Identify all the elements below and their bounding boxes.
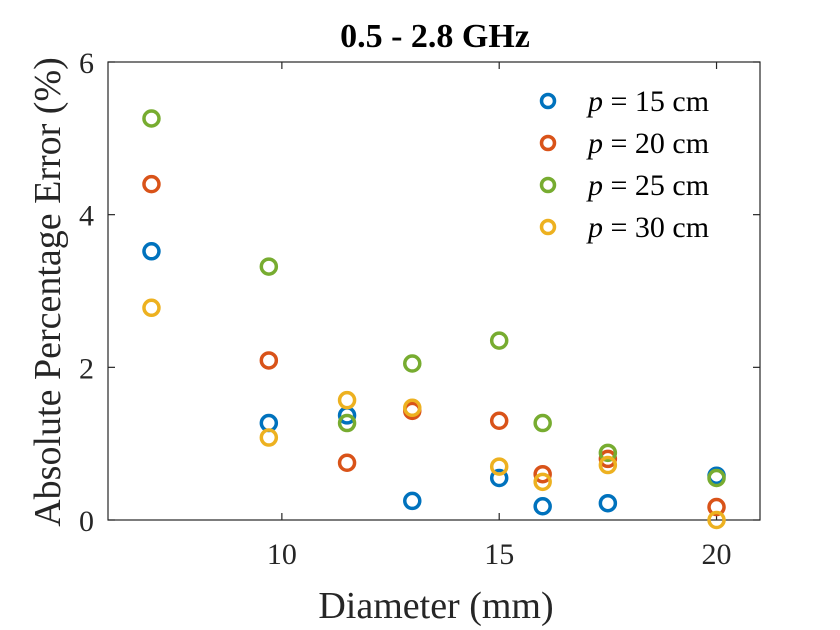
data-point	[489, 457, 509, 476]
data-point	[598, 449, 618, 469]
y-tick-label: 4	[79, 200, 94, 233]
data-point	[707, 468, 726, 488]
data-point	[259, 428, 279, 447]
data-point	[403, 398, 422, 418]
data-point	[142, 109, 161, 128]
legend-entry-label: p = 30 cm	[586, 211, 709, 244]
plot-box	[107, 61, 761, 521]
data-point	[403, 354, 422, 373]
legend-entry-label: p = 15 cm	[586, 85, 709, 118]
legend: p = 15 cm p = 20 cm p = 25 cm p = 30 cm	[539, 85, 709, 244]
legend-marker	[539, 92, 557, 110]
x-tick-label: 20	[702, 538, 732, 571]
data-point	[598, 455, 618, 475]
x-tick-label: 15	[484, 538, 514, 571]
data-point	[337, 453, 357, 472]
x-axis-label: Diameter (mm)	[318, 585, 553, 627]
data-point	[489, 468, 509, 488]
legend-marker	[539, 134, 557, 152]
data-point	[533, 497, 552, 516]
data-point	[598, 443, 618, 463]
data-point	[489, 411, 509, 431]
data-point	[142, 242, 161, 261]
y-tick-label: 0	[79, 505, 94, 538]
data-point	[259, 413, 279, 433]
legend-entry-label: p = 20 cm	[586, 127, 709, 160]
data-point	[142, 298, 161, 318]
data-point	[337, 390, 357, 410]
plot-area	[107, 61, 761, 521]
y-axis-label: Absolute Percentage Error (%)	[27, 57, 69, 527]
x-tick-label: 10	[267, 538, 297, 571]
y-tick-label: 2	[79, 352, 94, 385]
chart-title: 0.5 - 2.8 GHz	[340, 18, 530, 55]
data-point	[533, 464, 552, 484]
data-point	[533, 472, 552, 492]
data-point	[489, 331, 509, 350]
legend-marker	[539, 218, 557, 236]
y-tick-label: 6	[79, 47, 94, 80]
data-point	[337, 413, 357, 433]
data-point	[403, 491, 422, 511]
data-point	[533, 413, 552, 433]
data-point	[259, 257, 279, 276]
data-point	[598, 493, 618, 513]
data-points	[142, 109, 726, 530]
data-point	[142, 174, 161, 194]
legend-entry-label: p = 25 cm	[586, 169, 709, 202]
legend-marker	[539, 176, 557, 194]
data-point	[707, 510, 726, 530]
data-point	[259, 351, 279, 370]
data-point	[707, 497, 726, 517]
axis-ticks: 10 15 20 0 2 4 6	[79, 47, 760, 571]
